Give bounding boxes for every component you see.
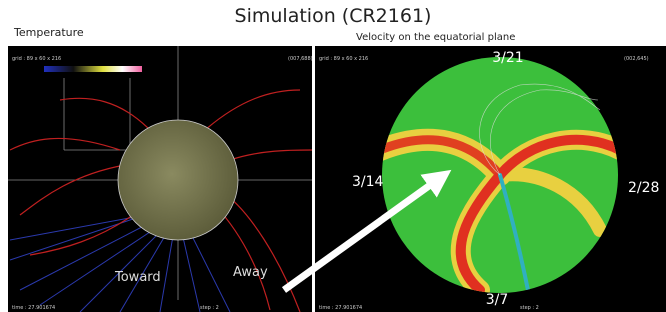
time: time : 27.901674	[12, 305, 55, 311]
date-label: 3/14	[352, 174, 384, 190]
title: Simulation (CR2161)	[235, 5, 432, 27]
left-panel: grid : 89 x 60 x 216 (007,688) time : 27…	[8, 46, 313, 312]
date-label: 3/21	[492, 50, 523, 66]
panel-label: Velocity on the equatorial plane	[356, 32, 515, 43]
panel-label: Temperature	[13, 26, 84, 39]
right-panel: grid : 89 x 60 x 216 (002,645) time : 27…	[315, 46, 666, 312]
time: time : 27.901674	[319, 305, 362, 311]
grid-info: grid : 89 x 60 x 216	[12, 56, 61, 62]
step: step : 2	[520, 305, 539, 311]
step: step : 2	[200, 305, 219, 311]
figure: Simulation (CR2161) Temperature Velocity…	[0, 0, 666, 312]
grid-info: grid : 89 x 60 x 216	[319, 56, 368, 62]
date-label: 3/7	[486, 292, 509, 308]
date-label: 2/28	[628, 180, 659, 196]
coords: (002,645)	[624, 56, 649, 62]
annotation: Away	[233, 265, 268, 280]
coords: (007,688)	[288, 56, 313, 62]
annotation: Toward	[114, 270, 161, 285]
